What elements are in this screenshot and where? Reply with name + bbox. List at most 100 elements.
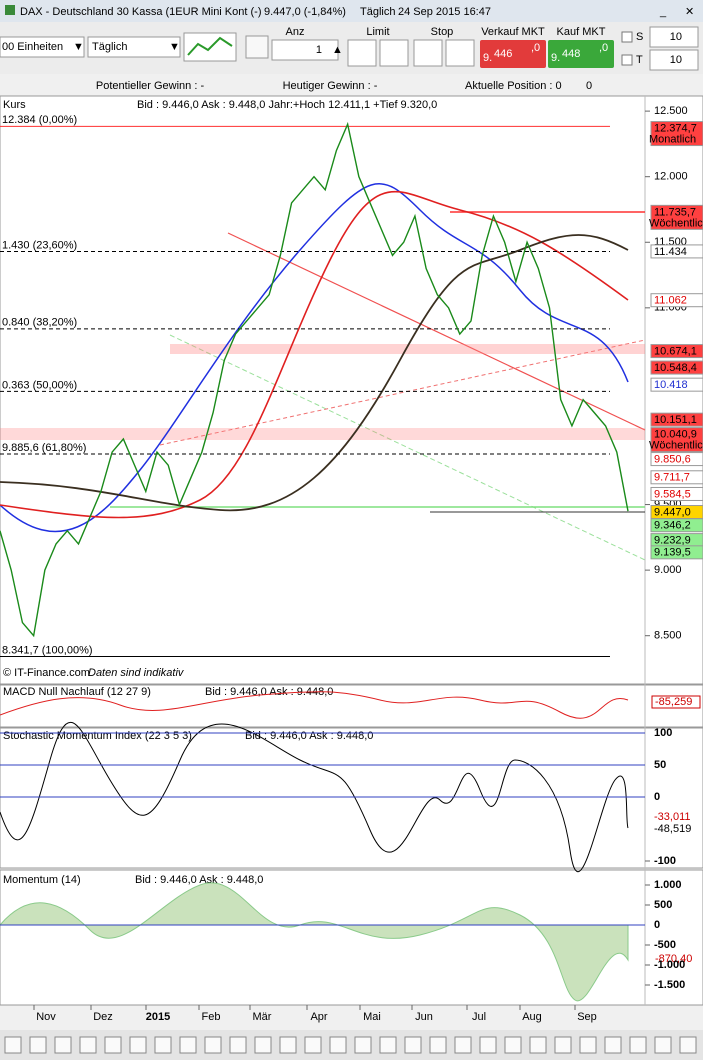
anz-label: Anz [286,26,305,38]
toolbar-icon[interactable] [4,1036,22,1054]
toolbar-icon[interactable] [229,1036,247,1054]
toolbar-icon[interactable] [604,1036,622,1054]
toolbar-icon[interactable] [629,1036,647,1054]
t-input[interactable] [649,49,699,71]
price-tag [650,360,703,375]
stoch-line [0,722,629,873]
price-tag-label: 12.374,7 [654,122,697,134]
toolbar-icon[interactable] [279,1036,297,1054]
limit-sell[interactable] [379,39,409,67]
buy-price-c: ,0 [599,42,608,54]
main-panel [0,95,703,685]
price-tag-label: 9.346,2 [654,520,691,532]
toolbar-icon[interactable] [54,1036,72,1054]
moving-average [0,234,629,512]
toolbar-icon[interactable] [79,1036,97,1054]
toolbar-icon[interactable] [404,1036,422,1054]
toolbar-icon[interactable] [254,1036,272,1054]
fib-label: 8.341,7 (100,00%) [2,644,93,656]
s-checkbox[interactable] [621,31,633,43]
price-tag [650,244,703,259]
toolbar-icon[interactable] [679,1036,697,1054]
stoch-panel [0,727,703,869]
toolbar-icon[interactable] [554,1036,572,1054]
icon-row [4,1036,697,1054]
price-line [0,121,629,638]
x-tick-label: Apr [310,1011,327,1023]
icon [187,36,233,56]
y-tick-label: 0 [654,919,660,931]
anz-value: 1 [316,44,322,56]
price-tag [650,412,703,427]
toolbar-icon[interactable] [504,1036,522,1054]
price-tag-note: Wöchentlich [649,440,703,452]
position: Aktuelle Position : 0 [465,80,562,92]
toolbar-icon[interactable] [29,1036,47,1054]
toolbar-icon[interactable] [479,1036,497,1054]
toolbar-icon[interactable] [154,1036,172,1054]
toolbar-icon[interactable] [179,1036,197,1054]
period: Täglich [92,41,127,53]
price-tag-label: 11.434 [654,246,687,258]
y-tick-label: 500 [654,899,672,911]
price-tag-note: Wöchentlich [649,217,703,229]
toolbar-icon[interactable] [379,1036,397,1054]
toolbar-icon[interactable] [354,1036,372,1054]
potential-gain: Potentieller Gewinn : - [96,80,205,92]
toolbar-icon[interactable] [579,1036,597,1054]
y-tick-label: 0 [654,791,660,803]
toolbar-icon[interactable] [654,1036,672,1054]
y-tick-label: 12.000 [654,171,688,183]
fib-label: 9.885,6 (61,80%) [2,442,86,454]
limit-label: Limit [366,26,389,38]
units-select[interactable] [0,36,85,58]
period-select[interactable] [87,36,181,58]
toolbar-icon[interactable] [429,1036,447,1054]
panel-name: Momentum (14) [3,874,81,886]
x-tick-label: Mär [253,1011,272,1023]
toolbar-icon[interactable] [104,1036,122,1054]
toolbar-icon[interactable] [304,1036,322,1054]
sell-label: Verkauf MKT [481,26,545,38]
price-tag-label: 9.232,9 [654,534,691,546]
toolbar-icon[interactable] [129,1036,147,1054]
zone [170,344,645,354]
panel-quote: Bid : 9.446,0 Ask : 9.448,0 Jahr:+Hoch 1… [137,99,437,111]
today-gain: Heutiger Gewinn : - [283,80,378,92]
price-tag [650,486,703,501]
toolbar-icon[interactable] [454,1036,472,1054]
price-tag-label: 10.151,1 [654,414,697,426]
panel-quote: Bid : 9.446,0 Ask : 9.448,0 [135,874,263,886]
panel-name: MACD Null Nachlauf (12 27 9) [3,686,151,698]
price-tag [650,545,703,560]
minimize[interactable]: _ [659,6,667,18]
stop-sell[interactable] [445,39,475,67]
t-label: T [636,54,643,66]
toolbar-icon[interactable] [529,1036,547,1054]
fib-label: 0.840 (38,20%) [2,317,77,329]
price-tag-note: Monatlich [649,133,696,145]
tool-button[interactable] [245,35,269,59]
anz-input[interactable] [271,39,339,61]
price-tag-label: 11.062 [654,295,687,307]
interval: Täglich [360,6,395,18]
buy-button[interactable] [548,40,614,68]
t-checkbox[interactable] [621,54,633,66]
panel-name: Kurs [3,99,26,111]
quote: 9.447,0 (-1,84%) [264,6,346,18]
toolbar-icon[interactable] [204,1036,222,1054]
close[interactable]: ✕ [685,6,694,18]
position-b: 0 [586,80,592,92]
sell-price-c: ,0 [531,42,540,54]
sell-button[interactable] [480,40,546,68]
moving-average [0,183,629,533]
moving-average [0,190,629,519]
limit-buy[interactable] [347,39,377,67]
s-input[interactable] [649,26,699,48]
toolbar-icon[interactable] [329,1036,347,1054]
x-tick-label: 2015 [146,1011,170,1023]
s-label: S [636,31,643,43]
stop-buy[interactable] [413,39,443,67]
